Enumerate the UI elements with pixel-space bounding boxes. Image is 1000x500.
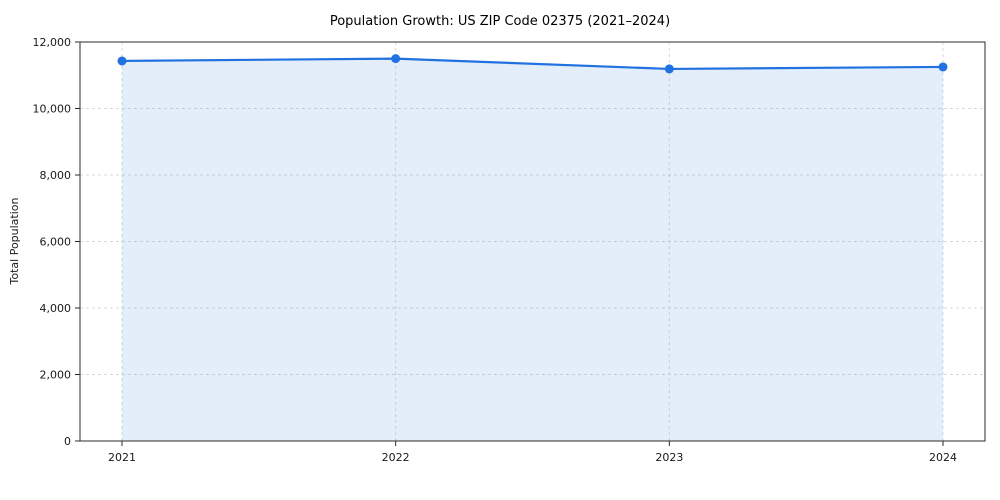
y-tick-label: 12,000: [33, 36, 72, 49]
y-tick-label: 6,000: [40, 236, 72, 249]
series-line: [120, 57, 945, 71]
y-tick-label: 2,000: [40, 369, 72, 382]
y-tick-label: 8,000: [40, 169, 72, 182]
y-tick-label: 4,000: [40, 302, 72, 315]
data-point: [938, 62, 948, 72]
x-tick-label: 2023: [655, 451, 683, 464]
data-point: [391, 54, 401, 64]
y-tick-label: 10,000: [33, 103, 72, 116]
y-axis-label: Total Population: [8, 197, 21, 285]
x-tick-label: 2024: [929, 451, 957, 464]
y-tick-label: 0: [64, 435, 71, 448]
x-tick-label: 2021: [108, 451, 136, 464]
plot-area: 0 2,000 4,000 6,000 8,000 10,000 12,000 2021 202…: [33, 36, 986, 464]
data-point: [664, 64, 674, 74]
chart-title: Population Growth: US ZIP Code 02375 (20…: [330, 14, 670, 29]
data-point: [117, 56, 127, 66]
x-tick-label: 2022: [382, 451, 410, 464]
area-fill: [122, 58, 943, 441]
